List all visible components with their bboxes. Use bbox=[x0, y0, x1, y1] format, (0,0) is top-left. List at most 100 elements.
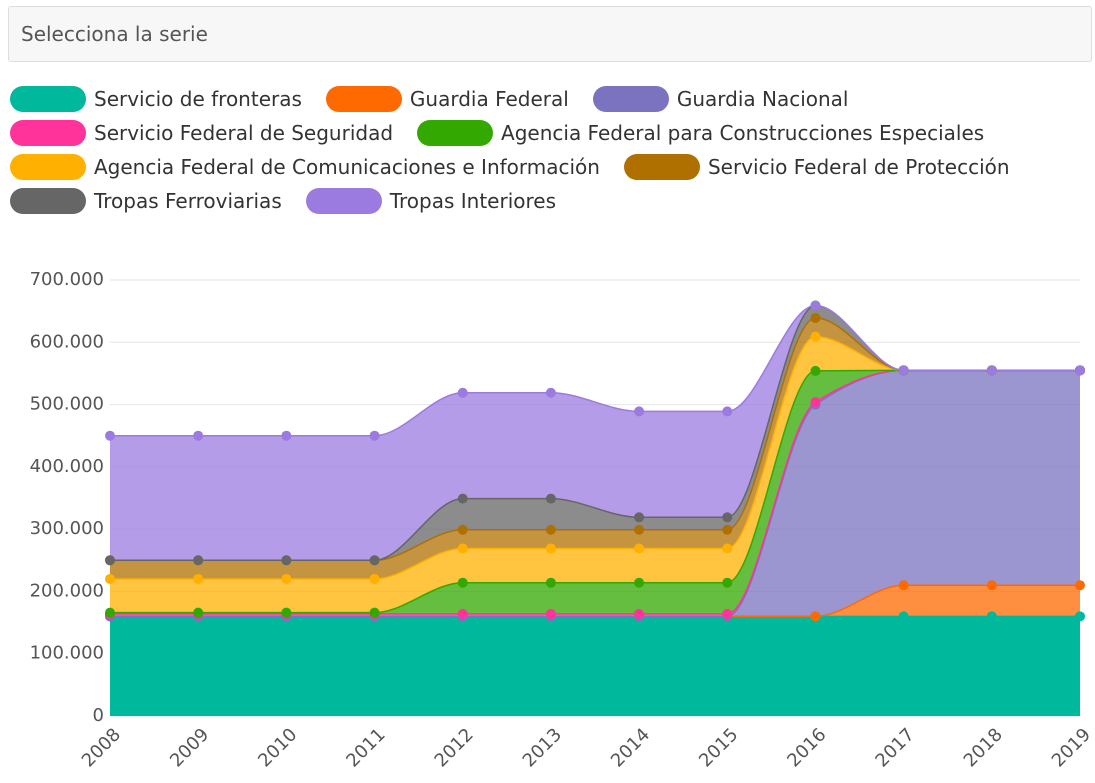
legend-item[interactable]: Tropas Interiores bbox=[305, 188, 557, 214]
point bbox=[810, 397, 821, 408]
legend-swatch bbox=[305, 188, 382, 214]
legend-label: Agencia Federal de Comunicaciones e Info… bbox=[94, 155, 600, 179]
point bbox=[634, 524, 645, 535]
point bbox=[105, 430, 115, 441]
point bbox=[810, 331, 821, 342]
legend-swatch bbox=[10, 120, 86, 146]
legend-swatch bbox=[10, 86, 86, 112]
point bbox=[810, 611, 821, 622]
point bbox=[634, 512, 645, 523]
legend-item[interactable]: Guardia Federal bbox=[325, 86, 569, 112]
point bbox=[193, 555, 204, 566]
point bbox=[1075, 365, 1085, 376]
series-select[interactable]: Selecciona la serie bbox=[8, 6, 1092, 62]
area bbox=[110, 585, 1080, 617]
point bbox=[634, 406, 645, 417]
point bbox=[369, 555, 380, 566]
point bbox=[634, 608, 645, 619]
legend-label: Guardia Nacional bbox=[676, 87, 849, 111]
legend-label: Guardia Federal bbox=[409, 87, 569, 111]
point bbox=[193, 607, 204, 618]
point bbox=[281, 555, 292, 566]
area bbox=[110, 305, 1080, 561]
point bbox=[369, 573, 380, 584]
point bbox=[722, 524, 733, 535]
point bbox=[545, 493, 556, 504]
point bbox=[634, 543, 645, 554]
area bbox=[110, 336, 1080, 613]
legend-swatch bbox=[417, 120, 494, 146]
point bbox=[810, 300, 821, 311]
legend-swatch bbox=[623, 154, 700, 180]
x-tick-label: 2016 bbox=[783, 724, 830, 771]
legend-item[interactable]: Guardia Nacional bbox=[592, 86, 849, 112]
legend-label: Agencia Federal para Construcciones Espe… bbox=[501, 121, 985, 145]
x-tick-label: 2013 bbox=[519, 724, 566, 771]
x-tick-label: 2019 bbox=[1048, 724, 1095, 771]
y-tick-label: 400.000 bbox=[30, 456, 104, 477]
point bbox=[457, 524, 468, 535]
point bbox=[810, 365, 821, 376]
y-tick-label: 700.000 bbox=[30, 269, 104, 290]
x-tick-label: 2009 bbox=[166, 724, 213, 771]
point bbox=[1075, 580, 1085, 591]
legend: Servicio de fronteras Guardia Federal Guar… bbox=[10, 86, 1090, 214]
point bbox=[986, 611, 997, 622]
legend-label: Servicio de fronteras bbox=[94, 87, 302, 111]
point bbox=[281, 430, 292, 441]
point bbox=[457, 387, 468, 398]
point bbox=[457, 608, 468, 619]
legend-label: Servicio Federal de Seguridad bbox=[94, 121, 394, 145]
y-tick-label: 600.000 bbox=[30, 331, 104, 352]
y-tick-label: 100.000 bbox=[30, 643, 104, 664]
point bbox=[105, 555, 115, 566]
point bbox=[457, 493, 468, 504]
point bbox=[634, 577, 645, 588]
point bbox=[193, 430, 204, 441]
point bbox=[545, 608, 556, 619]
point bbox=[986, 365, 997, 376]
point bbox=[545, 524, 556, 535]
legend-label: Tropas Interiores bbox=[389, 189, 557, 213]
legend-item[interactable]: Agencia Federal para Construcciones Espe… bbox=[417, 120, 984, 146]
point bbox=[545, 543, 556, 554]
point bbox=[722, 608, 733, 619]
area bbox=[110, 305, 1080, 561]
x-tick-label: 2008 bbox=[78, 724, 125, 771]
point bbox=[722, 406, 733, 417]
point bbox=[545, 387, 556, 398]
y-tick-label: 300.000 bbox=[30, 518, 104, 539]
point bbox=[1075, 611, 1085, 622]
legend-label: Servicio Federal de Protección bbox=[707, 155, 1010, 179]
x-tick-label: 2015 bbox=[695, 724, 742, 771]
legend-label: Tropas Ferroviarias bbox=[94, 189, 282, 213]
legend-swatch bbox=[10, 188, 86, 214]
x-tick-label: 2012 bbox=[431, 724, 478, 771]
point bbox=[986, 580, 997, 591]
legend-item[interactable]: Servicio Federal de Seguridad bbox=[10, 120, 393, 146]
point bbox=[722, 512, 733, 523]
point bbox=[722, 543, 733, 554]
point bbox=[457, 543, 468, 554]
legend-swatch bbox=[325, 86, 402, 112]
point bbox=[898, 365, 909, 376]
point bbox=[105, 573, 115, 584]
point bbox=[281, 573, 292, 584]
legend-item[interactable]: Tropas Ferroviarias bbox=[10, 188, 282, 214]
point bbox=[105, 607, 115, 618]
point bbox=[193, 573, 204, 584]
legend-swatch bbox=[592, 86, 669, 112]
point bbox=[898, 580, 909, 591]
area bbox=[110, 616, 1080, 716]
point bbox=[810, 312, 821, 323]
legend-item[interactable]: Servicio Federal de Protección bbox=[623, 154, 1010, 180]
point bbox=[369, 607, 380, 618]
y-tick-label: 500.000 bbox=[30, 394, 104, 415]
legend-item[interactable]: Servicio de fronteras bbox=[10, 86, 302, 112]
point bbox=[722, 577, 733, 588]
point bbox=[281, 607, 292, 618]
x-tick-label: 2014 bbox=[607, 724, 654, 771]
legend-item[interactable]: Agencia Federal de Comunicaciones e Info… bbox=[10, 154, 600, 180]
